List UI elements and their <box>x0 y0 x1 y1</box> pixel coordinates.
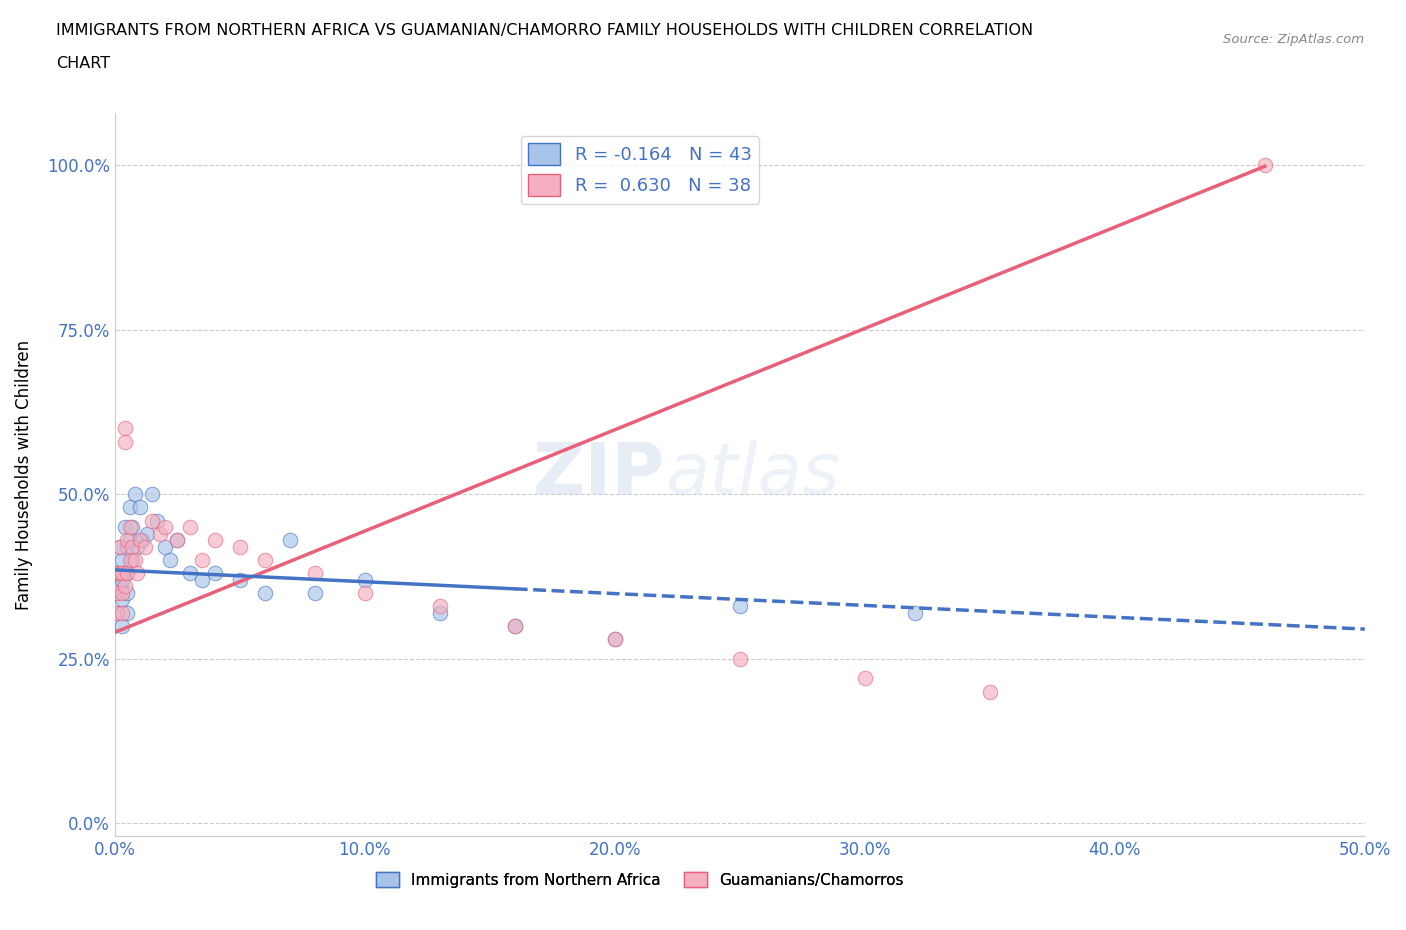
Point <box>353 586 375 601</box>
Point <box>141 513 163 528</box>
Point <box>114 520 136 535</box>
Point <box>117 565 139 580</box>
Point <box>124 552 146 567</box>
Text: CHART: CHART <box>56 56 110 71</box>
Point <box>111 592 134 607</box>
Point <box>108 539 131 554</box>
Point <box>603 631 626 646</box>
Point <box>353 572 375 587</box>
Point <box>159 552 181 567</box>
Point <box>204 533 226 548</box>
Point <box>191 552 214 567</box>
Legend: Immigrants from Northern Africa, Guamanians/Chamorros: Immigrants from Northern Africa, Guamani… <box>370 866 910 894</box>
Point <box>603 631 626 646</box>
Point <box>108 539 131 554</box>
Point <box>105 605 128 620</box>
Point <box>503 618 526 633</box>
Point <box>166 533 188 548</box>
Point <box>304 565 326 580</box>
Point <box>124 486 146 501</box>
Point <box>105 586 128 601</box>
Point <box>1254 158 1277 173</box>
Point <box>204 565 226 580</box>
Point <box>108 565 131 580</box>
Point <box>229 572 252 587</box>
Point <box>111 552 134 567</box>
Text: atlas: atlas <box>665 440 839 509</box>
Point <box>904 605 927 620</box>
Point <box>118 552 141 567</box>
Point <box>253 586 276 601</box>
Point <box>179 565 201 580</box>
Point <box>117 539 139 554</box>
Point <box>179 520 201 535</box>
Point <box>105 605 128 620</box>
Point <box>728 599 751 614</box>
Point <box>128 533 150 548</box>
Point <box>429 605 451 620</box>
Point <box>114 434 136 449</box>
Point <box>979 684 1001 699</box>
Text: ZIP: ZIP <box>533 440 665 509</box>
Point <box>141 486 163 501</box>
Point <box>117 605 139 620</box>
Point <box>118 520 141 535</box>
Point <box>117 586 139 601</box>
Point <box>114 565 136 580</box>
Point <box>253 552 276 567</box>
Point <box>111 605 134 620</box>
Point <box>111 618 134 633</box>
Point <box>127 539 149 554</box>
Point <box>278 533 301 548</box>
Point <box>121 539 143 554</box>
Point <box>121 520 143 535</box>
Point <box>111 565 134 580</box>
Point <box>166 533 188 548</box>
Point <box>111 586 134 601</box>
Point <box>304 586 326 601</box>
Point <box>146 513 169 528</box>
Point <box>153 539 176 554</box>
Point <box>117 565 139 580</box>
Point <box>191 572 214 587</box>
Text: Source: ZipAtlas.com: Source: ZipAtlas.com <box>1223 33 1364 46</box>
Point <box>131 533 153 548</box>
Point <box>118 533 141 548</box>
Point <box>118 500 141 515</box>
Point <box>728 651 751 666</box>
Point <box>153 520 176 535</box>
Point <box>105 565 128 580</box>
Point <box>111 572 134 587</box>
Y-axis label: Family Households with Children: Family Households with Children <box>15 339 32 609</box>
Point <box>853 671 876 686</box>
Point <box>128 500 150 515</box>
Point <box>117 533 139 548</box>
Point <box>503 618 526 633</box>
Point <box>114 578 136 593</box>
Text: IMMIGRANTS FROM NORTHERN AFRICA VS GUAMANIAN/CHAMORRO FAMILY HOUSEHOLDS WITH CHI: IMMIGRANTS FROM NORTHERN AFRICA VS GUAMA… <box>56 23 1033 38</box>
Point <box>114 421 136 436</box>
Point <box>429 599 451 614</box>
Point <box>127 565 149 580</box>
Point <box>136 526 159 541</box>
Point <box>134 539 156 554</box>
Point <box>229 539 252 554</box>
Point <box>105 586 128 601</box>
Point <box>108 565 131 580</box>
Point <box>108 578 131 593</box>
Point <box>121 552 143 567</box>
Point <box>149 526 172 541</box>
Point <box>105 565 128 580</box>
